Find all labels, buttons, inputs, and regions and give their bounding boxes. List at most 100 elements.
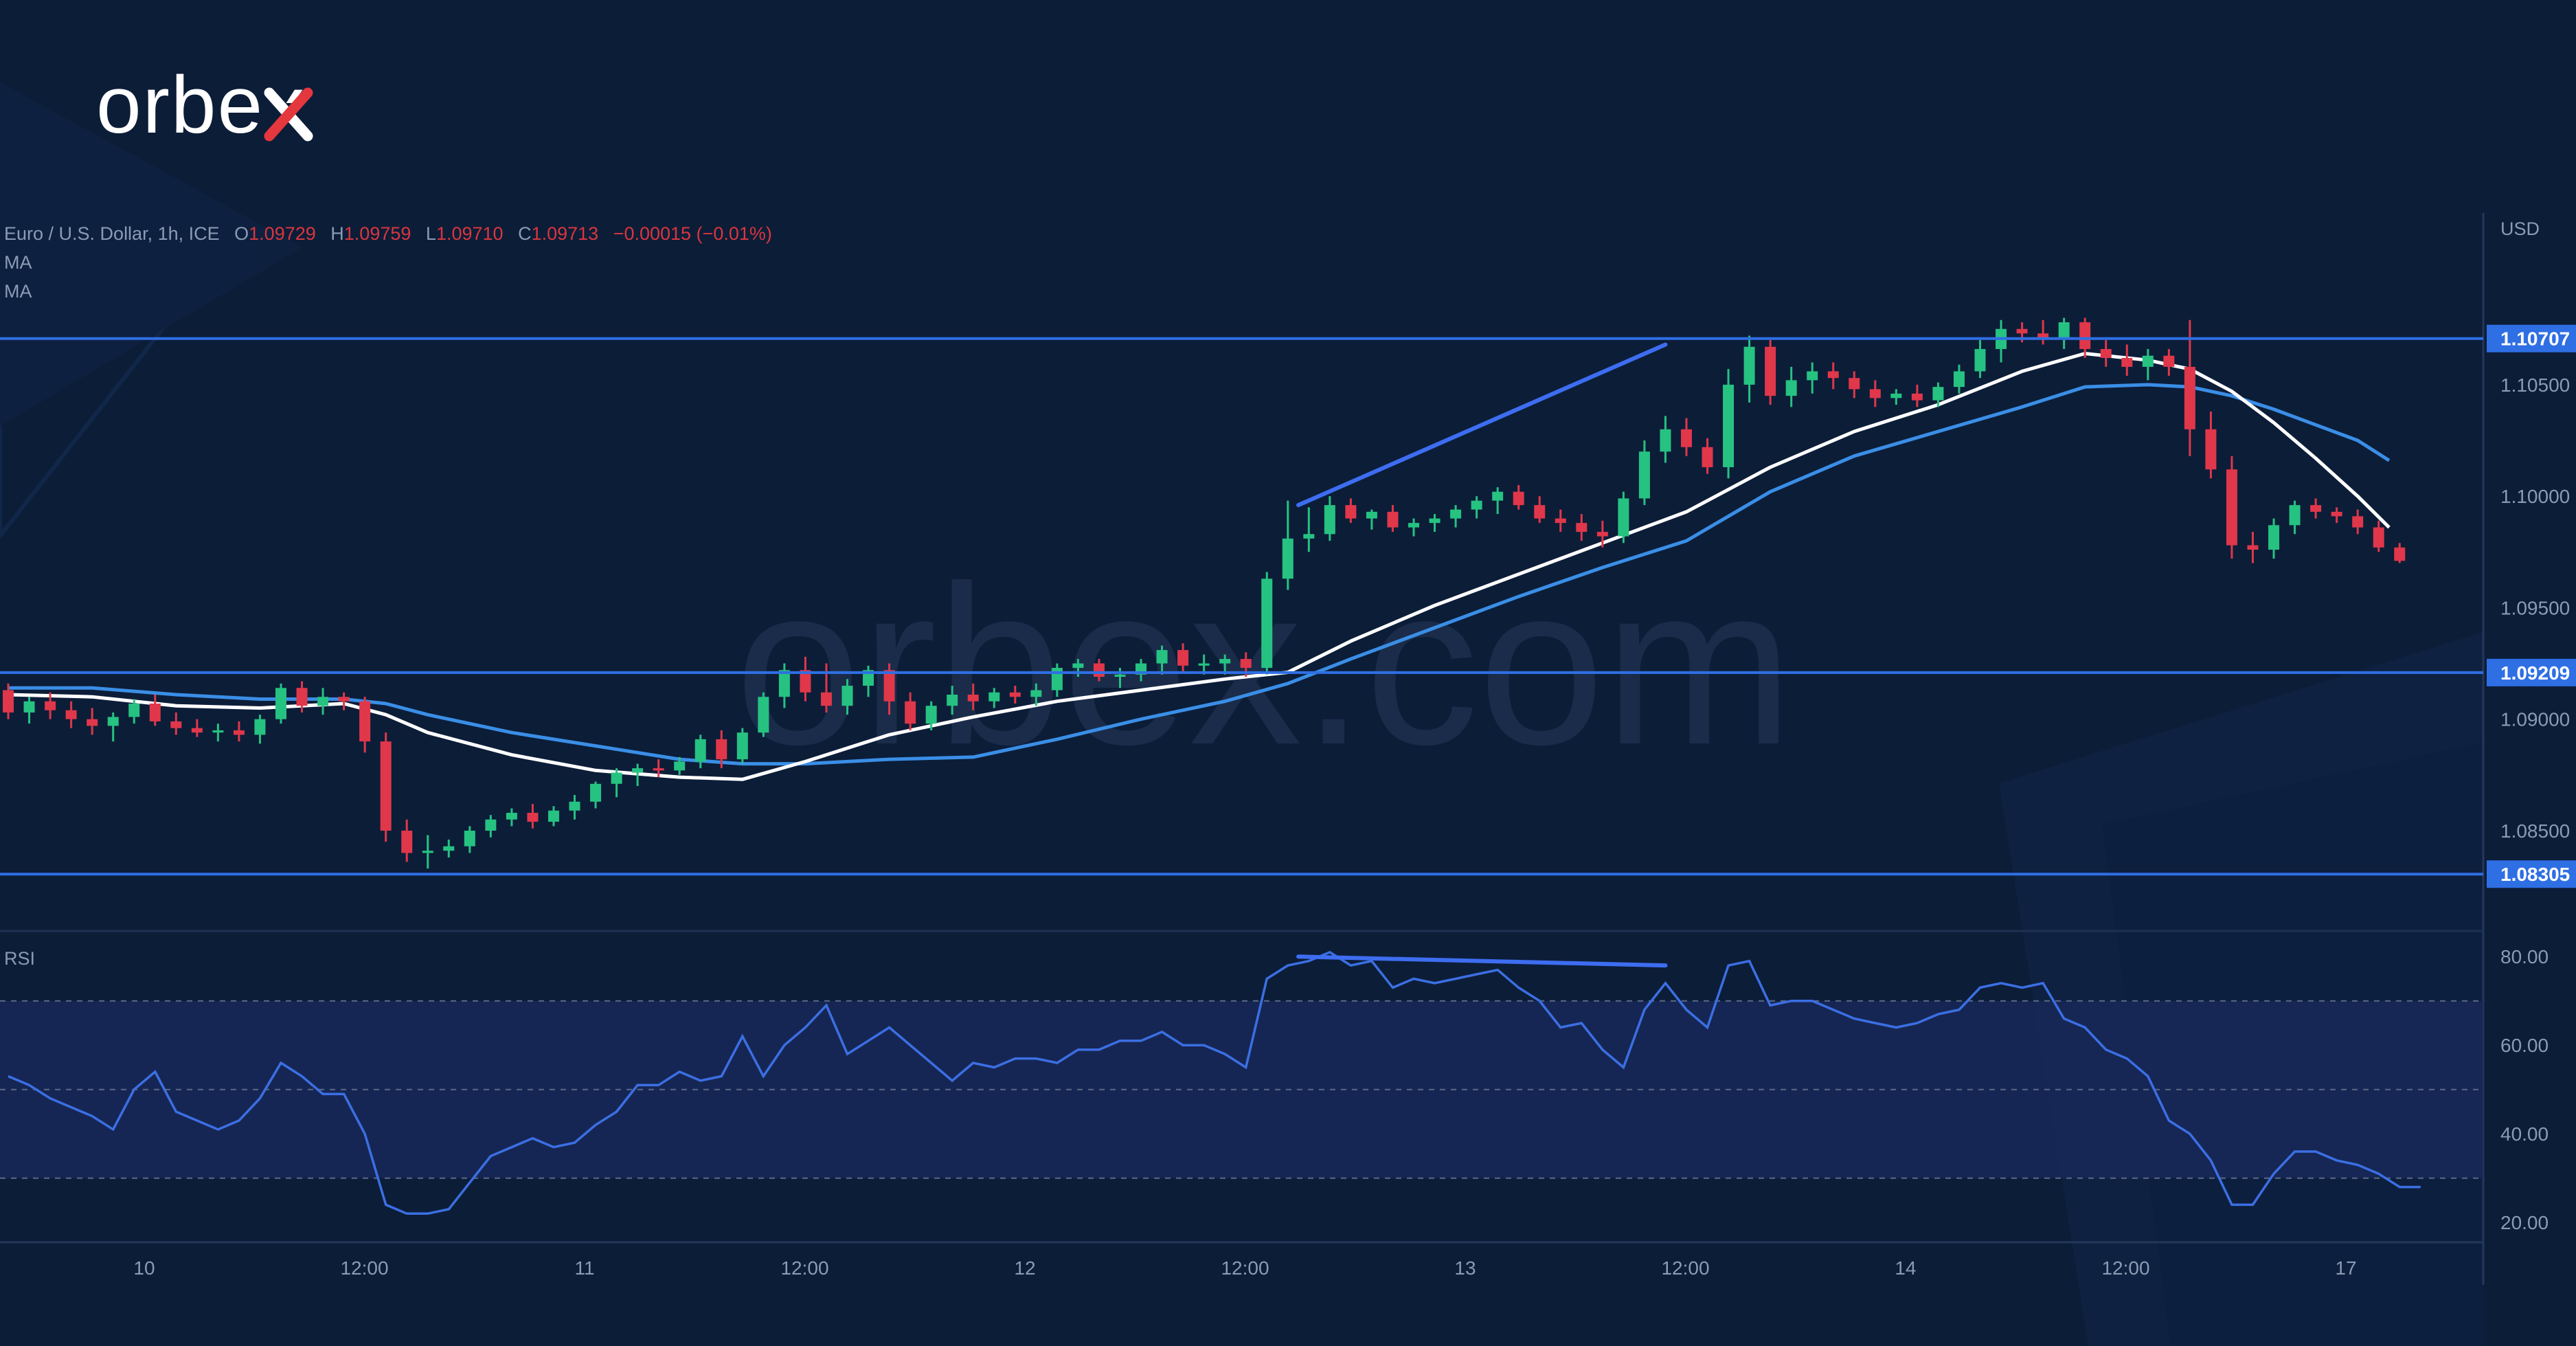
candle	[128, 699, 140, 724]
candle-body	[716, 739, 727, 760]
candle	[653, 759, 664, 778]
candle	[1827, 362, 1839, 390]
candle-body	[1240, 659, 1252, 669]
candle	[1849, 371, 1860, 399]
low-value: 1.09710	[436, 223, 504, 244]
candle-body	[590, 783, 602, 802]
candle-body	[1156, 650, 1168, 664]
candle-body	[1366, 511, 1377, 519]
candle	[1534, 496, 1546, 524]
candle	[800, 656, 811, 702]
candle	[464, 826, 475, 853]
candle-body	[1807, 371, 1818, 381]
candle-body	[925, 706, 937, 724]
candle	[925, 701, 937, 730]
rsi-tick-label: 80.00	[2500, 946, 2549, 967]
orbex-logo: orbex	[96, 60, 313, 150]
level-badge-label: 1.10707	[2500, 328, 2570, 350]
candle-body	[317, 697, 329, 706]
candle	[547, 806, 559, 827]
open-value: 1.09729	[249, 223, 316, 244]
svg-text:Euro / U.S. Dollar, 1h, ICE: Euro / U.S. Dollar, 1h, ICE O1.09729 H1.…	[4, 223, 772, 244]
candle-body	[1261, 579, 1273, 669]
price-trendline	[1296, 342, 1668, 508]
candle-body	[1785, 380, 1797, 396]
candle-body	[107, 717, 119, 726]
candle-body	[611, 772, 622, 784]
time-tick-label: 12:00	[340, 1257, 388, 1279]
candle	[1638, 440, 1650, 506]
candle	[988, 688, 1000, 708]
candle-body	[1471, 500, 1482, 510]
candle-body	[359, 701, 371, 742]
candle	[2352, 509, 2364, 535]
level-badge	[2487, 860, 2576, 888]
candle-body	[674, 761, 686, 771]
candle	[1387, 505, 1399, 532]
candle	[1555, 509, 1566, 532]
candle-body	[1849, 378, 1860, 390]
candle-body	[1869, 389, 1881, 399]
candle-body	[3, 690, 14, 713]
candle-body	[653, 768, 664, 771]
candle	[275, 683, 286, 724]
time-tick-label: 14	[1895, 1257, 1916, 1279]
candle	[611, 768, 622, 798]
candle	[149, 694, 161, 726]
candle	[1932, 382, 1944, 407]
candle-body	[128, 703, 140, 717]
candle	[905, 692, 916, 730]
candle	[632, 763, 644, 787]
candle-body	[1743, 346, 1755, 385]
candle-body	[1072, 663, 1084, 669]
candle-body	[1219, 659, 1231, 664]
candle-body	[45, 701, 56, 710]
candle	[778, 663, 790, 708]
candle-body	[1093, 663, 1105, 677]
candle	[1702, 438, 1713, 474]
candle-body	[2310, 505, 2322, 512]
candle-body	[65, 710, 77, 719]
time-tick-label: 12	[1014, 1257, 1035, 1279]
candle-body	[1177, 650, 1189, 666]
price-tick-label: 1.08500	[2500, 820, 2570, 842]
ma-slow-line	[8, 383, 2391, 766]
candle	[1471, 496, 1482, 519]
close-label: C	[518, 223, 532, 244]
candle-body	[694, 739, 706, 762]
chart-legend: Euro / U.S. Dollar, 1h, ICE O1.09729 H1.…	[4, 223, 772, 302]
candle	[212, 724, 224, 742]
change-value: −0.00015 (−0.01%)	[613, 223, 772, 244]
candle	[2373, 520, 2384, 552]
level-badge-label: 1.08305	[2500, 864, 2570, 885]
candle	[2226, 456, 2237, 559]
candle-body	[1114, 674, 1126, 677]
candle-body	[506, 812, 517, 820]
rsi-tick-label: 40.00	[2500, 1123, 2549, 1145]
candle-body	[1198, 663, 1210, 666]
candle	[1680, 418, 1692, 456]
axis-labels: 80.00 60.00 40.00 20.00 1.10707 1.09209 1.0830…	[133, 324, 2576, 1279]
time-tick-label: 17	[2335, 1257, 2356, 1279]
candle	[2268, 518, 2280, 559]
candle-body	[275, 688, 286, 719]
rsi-tick-label: 20.00	[2500, 1212, 2549, 1233]
high-value: 1.09759	[344, 223, 411, 244]
time-tick-label: 12:00	[780, 1257, 828, 1279]
candle-body	[967, 694, 979, 702]
candle	[1450, 505, 1462, 528]
candle	[254, 715, 266, 744]
candle	[1324, 496, 1335, 541]
candle-body	[1282, 538, 1293, 579]
candle-body	[464, 830, 475, 846]
candle	[107, 712, 119, 742]
candle-body	[380, 741, 392, 831]
candle	[1890, 389, 1902, 405]
candle-body	[1765, 346, 1776, 396]
candle	[1765, 339, 1776, 405]
candle-body	[191, 728, 203, 733]
candle	[2121, 344, 2133, 376]
high-label: H	[330, 223, 344, 244]
candle-body	[338, 697, 350, 702]
